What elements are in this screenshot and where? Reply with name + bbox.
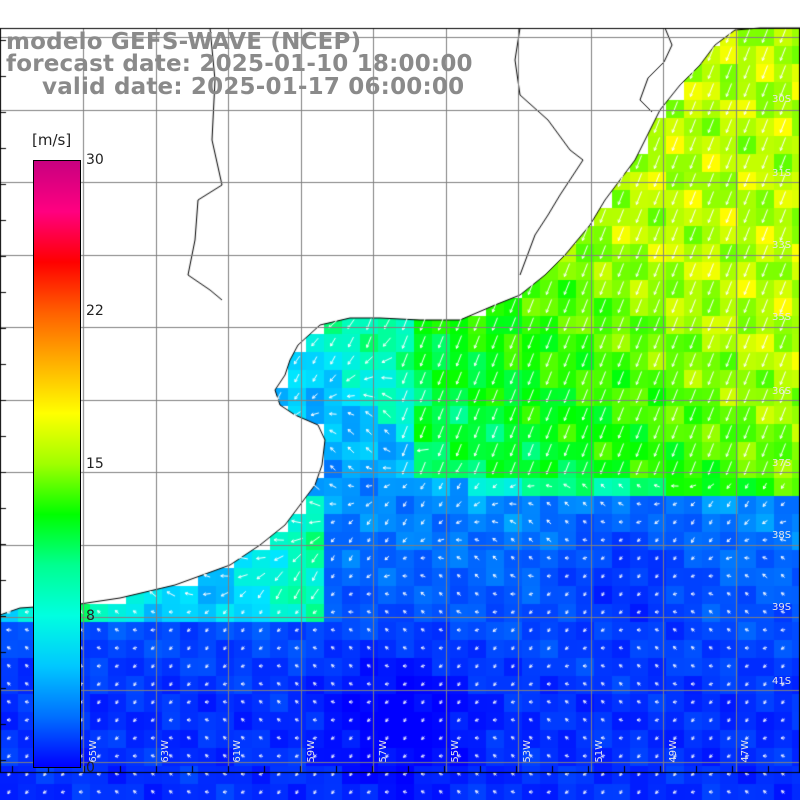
lon-label: 55W: [450, 740, 461, 763]
lon-label: 49W: [668, 740, 679, 763]
lon-label: 53W: [522, 740, 533, 763]
lat-label: 38S: [772, 530, 792, 541]
lat-label: 39S: [772, 602, 792, 613]
lon-label: 63W: [160, 740, 171, 763]
colorbar-tick-0: 0: [86, 760, 95, 776]
colorbar-tick-8: 8: [86, 608, 95, 624]
wind-speed-colorbar: [33, 160, 81, 768]
lat-label: 31S: [772, 168, 792, 179]
lon-label: 51W: [594, 740, 605, 763]
lat-label: 37S: [772, 458, 792, 469]
lon-label: 59W: [306, 740, 317, 763]
lon-label: 65W: [88, 740, 99, 763]
valid-date: valid date: 2025-01-17 06:00:00: [42, 74, 465, 100]
forecast-date: forecast date: 2025-01-10 18:00:00: [6, 51, 473, 77]
lon-label: 61W: [232, 740, 243, 763]
lat-label: 35S: [772, 312, 792, 323]
colorbar-tick-22: 22: [86, 303, 104, 319]
colorbar-tick-30: 30: [86, 152, 104, 168]
lat-label: 36S: [772, 386, 792, 397]
model-title: modelo GEFS-WAVE (NCEP): [6, 29, 362, 55]
lon-label: 47W: [740, 740, 751, 763]
lat-label: 41S: [772, 676, 792, 687]
lat-label: 33S: [772, 240, 792, 251]
colorbar-tick-15: 15: [86, 456, 104, 472]
lon-label: 57W: [378, 740, 389, 763]
lat-label: 30S: [772, 94, 792, 105]
colorbar-unit: [m/s]: [32, 131, 72, 149]
